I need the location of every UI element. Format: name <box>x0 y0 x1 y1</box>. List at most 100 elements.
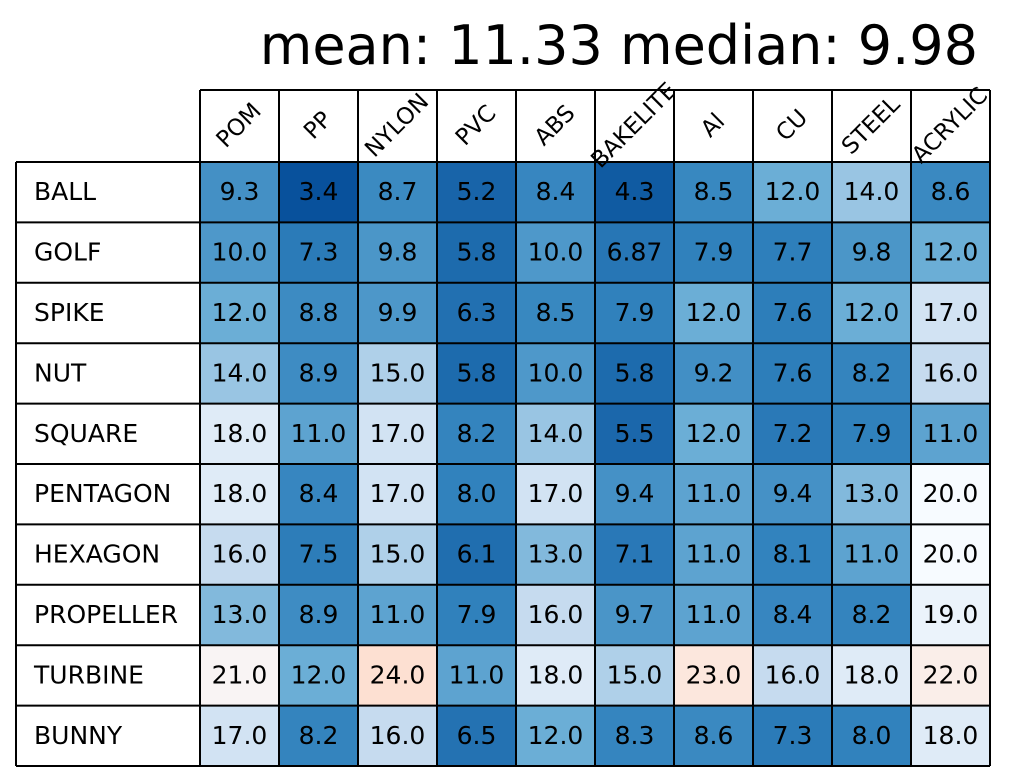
cell-value-label: 18.0 <box>528 660 584 689</box>
heatmap-cell <box>595 524 674 585</box>
heatmap-cell <box>437 705 516 766</box>
cell-value-label: 5.5 <box>615 419 655 448</box>
cell-value-label: 23.0 <box>686 660 742 689</box>
heatmap-cell <box>674 162 753 223</box>
heatmap-cell <box>911 222 990 283</box>
cell-value-label: 5.8 <box>457 238 497 267</box>
heatmap-cell <box>200 524 279 585</box>
heatmap-cell <box>832 584 911 646</box>
heatmap-cell <box>200 645 279 706</box>
cell-value-label: 18.0 <box>212 479 268 508</box>
row-label: PROPELLER <box>34 600 178 629</box>
cell-value-label: 15.0 <box>370 540 426 569</box>
heatmap-cell <box>674 282 753 344</box>
cell-value-label: 9.8 <box>852 238 892 267</box>
cell-value-label: 20.0 <box>923 540 979 569</box>
column-label-cell <box>358 90 437 162</box>
heatmap-cell <box>753 524 832 585</box>
cell-value-label: 8.0 <box>457 479 497 508</box>
cell-value-label: 16.0 <box>923 358 979 387</box>
cell-value-label: 17.0 <box>370 479 426 508</box>
cell-value-label: 8.3 <box>615 721 655 750</box>
heatmap-cell <box>516 162 595 223</box>
cell-value-label: 16.0 <box>528 600 584 629</box>
cell-value-label: 10.0 <box>528 238 584 267</box>
cell-value-label: 14.0 <box>844 177 900 206</box>
row-label-cell <box>16 343 200 404</box>
cell-value-label: 6.3 <box>457 298 497 327</box>
heatmap-cell <box>279 524 358 585</box>
heatmap-cell <box>437 162 516 223</box>
cell-value-label: 12.0 <box>686 419 742 448</box>
heatmap-row-labels: BALL GOLF SPIKE NUT SQUARE PENTAGON HEXAGON PRO… <box>16 162 200 766</box>
heatmap-cell <box>516 282 595 344</box>
column-label-cell <box>753 90 832 162</box>
heatmap-cell <box>753 645 832 706</box>
heatmap-cell <box>437 222 516 283</box>
column-label-cell <box>200 90 279 162</box>
chart-title: mean: 11.33 median: 9.98 <box>259 14 978 77</box>
cell-value-label: 13.0 <box>212 600 268 629</box>
cell-value-label: 11.0 <box>686 540 742 569</box>
cell-value-label: 6.1 <box>457 540 497 569</box>
heatmap-cell <box>595 645 674 706</box>
heatmap-cell <box>674 222 753 283</box>
heatmap-cell <box>911 162 990 223</box>
cell-value-label: 9.3 <box>220 177 260 206</box>
cell-value-label: 8.1 <box>773 540 813 569</box>
cell-value-label: 8.5 <box>694 177 734 206</box>
heatmap-cell <box>753 403 832 464</box>
heatmap-cell <box>358 282 437 344</box>
cell-value-label: 8.2 <box>457 419 497 448</box>
heatmap-cell <box>595 584 674 646</box>
cell-value-label: 8.4 <box>773 600 813 629</box>
column-label-cell <box>516 90 595 162</box>
cell-value-label: 8.8 <box>299 298 339 327</box>
heatmap-cell <box>911 524 990 585</box>
cell-value-label: 7.5 <box>299 540 339 569</box>
heatmap-cell <box>200 162 279 223</box>
heatmap-cell <box>358 162 437 223</box>
cell-value-label: 5.8 <box>457 358 497 387</box>
cell-value-label: 8.2 <box>852 600 892 629</box>
cell-value-label: 11.0 <box>844 540 900 569</box>
cell-value-label: 9.8 <box>378 238 418 267</box>
heatmap-cell <box>595 464 674 525</box>
cell-value-label: 8.4 <box>299 479 339 508</box>
heatmap-cell <box>753 584 832 646</box>
cell-value-label: 9.4 <box>773 479 813 508</box>
row-label: BALL <box>34 177 96 206</box>
cell-value-label: 7.9 <box>852 419 892 448</box>
heatmap-cell <box>200 584 279 646</box>
cell-value-label: 14.0 <box>212 358 268 387</box>
cell-value-label: 22.0 <box>923 660 979 689</box>
column-label-cell <box>674 90 753 162</box>
heatmap-cell <box>595 162 674 223</box>
cell-value-label: 8.7 <box>378 177 418 206</box>
column-label-cell <box>279 90 358 162</box>
heatmap-cell <box>358 524 437 585</box>
heatmap-cell <box>595 222 674 283</box>
heatmap-cell <box>911 282 990 344</box>
heatmap-cell <box>200 222 279 283</box>
heatmap-cells <box>200 162 990 766</box>
heatmap-cell <box>753 162 832 223</box>
heatmap-cell <box>516 222 595 283</box>
heatmap-cell <box>279 162 358 223</box>
heatmap-cell <box>437 403 516 464</box>
cell-value-label: 8.2 <box>852 358 892 387</box>
cell-value-label: 12.0 <box>291 660 347 689</box>
heatmap-cell <box>358 705 437 766</box>
heatmap-cell <box>674 705 753 766</box>
cell-value-label: 9.7 <box>615 600 655 629</box>
cell-value-label: 11.0 <box>370 600 426 629</box>
cell-value-label: 11.0 <box>291 419 347 448</box>
row-label-cell <box>16 584 200 646</box>
cell-value-label: 3.4 <box>299 177 339 206</box>
cell-value-label: 7.6 <box>773 298 813 327</box>
cell-value-label: 13.0 <box>528 540 584 569</box>
cell-value-label: 15.0 <box>370 358 426 387</box>
heatmap-cell <box>832 282 911 344</box>
cell-value-label: 10.0 <box>528 358 584 387</box>
